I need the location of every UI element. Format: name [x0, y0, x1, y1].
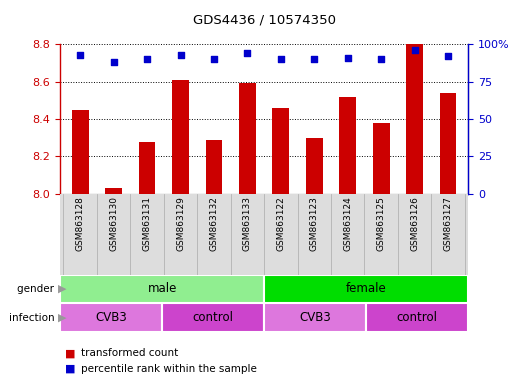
Point: [109, 59, 118, 65]
Bar: [206, 140, 222, 194]
Text: GSM863126: GSM863126: [410, 196, 419, 251]
Bar: [139, 142, 155, 194]
Bar: [272, 108, 289, 194]
Text: percentile rank within the sample: percentile rank within the sample: [81, 364, 257, 374]
Text: ▶: ▶: [58, 313, 66, 323]
Point: [444, 53, 452, 59]
Point: [76, 51, 84, 58]
Point: [411, 47, 419, 53]
Text: GSM863130: GSM863130: [109, 196, 118, 252]
Bar: [72, 110, 88, 194]
Text: ■: ■: [65, 364, 76, 374]
Point: [310, 56, 319, 62]
Bar: [366, 303, 468, 332]
Text: GSM863131: GSM863131: [143, 196, 152, 252]
Point: [210, 56, 218, 62]
Bar: [60, 303, 162, 332]
Bar: [440, 93, 457, 194]
Text: GSM863127: GSM863127: [444, 196, 452, 251]
Text: CVB3: CVB3: [299, 311, 331, 324]
Bar: [264, 275, 468, 303]
Text: infection: infection: [9, 313, 58, 323]
Text: GSM863132: GSM863132: [209, 196, 219, 251]
Text: GDS4436 / 10574350: GDS4436 / 10574350: [192, 14, 336, 27]
Bar: [406, 31, 423, 194]
Text: GSM863133: GSM863133: [243, 196, 252, 252]
Text: CVB3: CVB3: [95, 311, 127, 324]
Text: GSM863128: GSM863128: [76, 196, 85, 251]
Point: [277, 56, 285, 62]
Text: GSM863125: GSM863125: [377, 196, 385, 251]
Point: [143, 56, 151, 62]
Bar: [239, 83, 256, 194]
Bar: [105, 188, 122, 194]
Text: transformed count: transformed count: [81, 348, 178, 358]
Point: [344, 55, 352, 61]
Text: ■: ■: [65, 348, 76, 358]
Text: gender: gender: [17, 284, 58, 294]
Bar: [306, 138, 323, 194]
Bar: [373, 123, 390, 194]
Point: [243, 50, 252, 56]
Text: control: control: [192, 311, 234, 324]
Text: control: control: [396, 311, 438, 324]
Bar: [264, 303, 366, 332]
Text: male: male: [147, 283, 177, 295]
Bar: [172, 80, 189, 194]
Bar: [162, 303, 264, 332]
Bar: [60, 275, 264, 303]
Text: ▶: ▶: [58, 284, 66, 294]
Bar: [339, 97, 356, 194]
Text: GSM863129: GSM863129: [176, 196, 185, 251]
Point: [176, 51, 185, 58]
Text: GSM863124: GSM863124: [343, 196, 352, 251]
Text: female: female: [346, 283, 386, 295]
Text: GSM863122: GSM863122: [276, 196, 286, 251]
Point: [377, 56, 385, 62]
Text: GSM863123: GSM863123: [310, 196, 319, 251]
